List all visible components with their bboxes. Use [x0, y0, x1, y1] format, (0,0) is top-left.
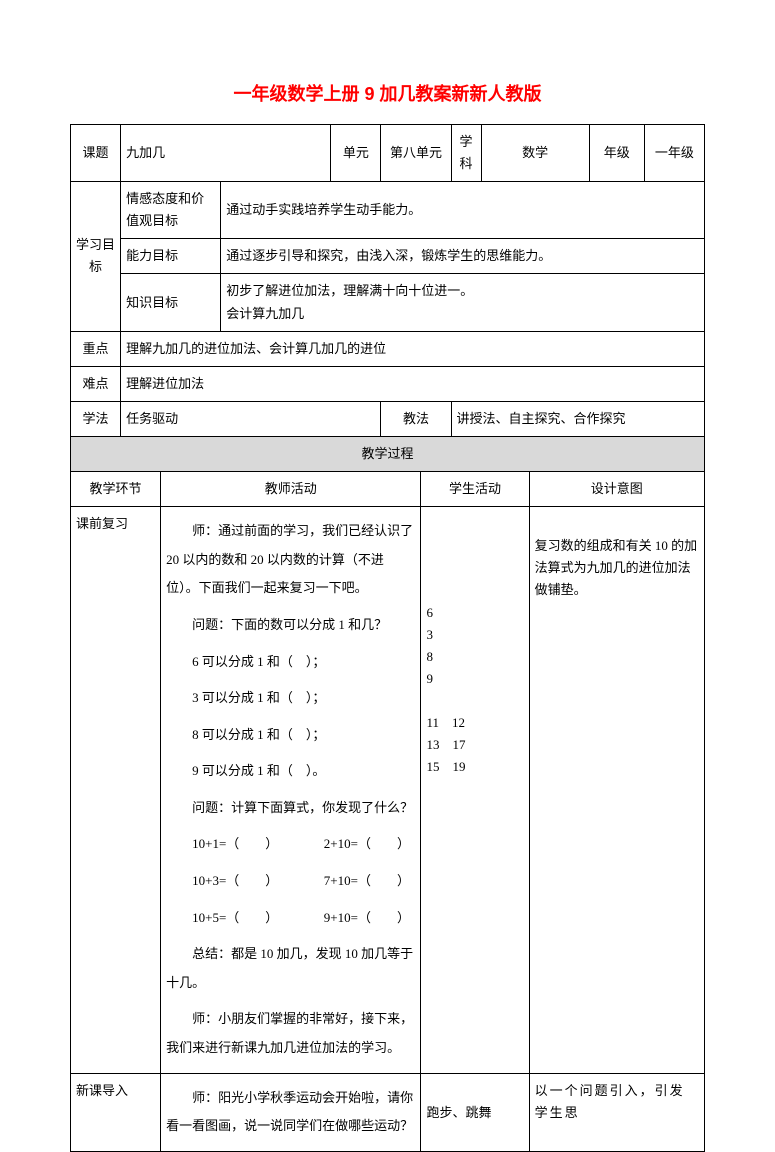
- method-student-value: 任务驱动: [121, 401, 381, 436]
- label-keypoint: 重点: [71, 331, 121, 366]
- p1t1: 师：通过前面的学习，我们已经认识了 20 以内的数和 20 以内数的计算（不进位…: [166, 513, 415, 607]
- p1t9: 10+3=（ ） 7+10=（ ）: [166, 863, 415, 900]
- col-student: 学生活动: [421, 472, 529, 507]
- p1s3: 8: [426, 646, 523, 668]
- p1t8a: 10+1=（ ）: [192, 836, 272, 851]
- phase2-intent: 以一个问题引入，引发学生思: [529, 1073, 704, 1151]
- goal3-content: 初步了解进位加法，理解满十向十位进一。 会计算九加几: [221, 274, 705, 331]
- subject-value: 数学: [481, 125, 589, 182]
- p1s2: 3: [426, 624, 523, 646]
- label-unit: 单元: [331, 125, 381, 182]
- label-method: 学法: [71, 401, 121, 436]
- p2t1: 师：阳光小学秋季运动会开始啦，请你看一看图画，说一说同学们在做哪些运动？: [166, 1080, 415, 1145]
- label-grade: 年级: [589, 125, 644, 182]
- p1t12: 师：小朋友们掌握的非常好，接下来，我们来进行新课九加几进位加法的学习。: [166, 1001, 415, 1066]
- phase2-student: 跑步、跳舞: [421, 1073, 529, 1151]
- method-teach-value: 讲授法、自主探究、合作探究: [451, 401, 705, 436]
- goal2-label: 能力目标: [121, 239, 221, 274]
- p1t8: 10+1=（ ） 2+10=（ ）: [166, 826, 415, 863]
- p1t9b: 7+10=（ ）: [324, 873, 410, 888]
- p1t9a: 10+3=（ ）: [192, 873, 272, 888]
- p1t11: 总结：都是 10 加几，发现 10 加几等于十几。: [166, 936, 415, 1001]
- keypoint-value: 理解九加几的进位加法、会计算几加几的进位: [121, 331, 705, 366]
- label-topic: 课题: [71, 125, 121, 182]
- goal3-label: 知识目标: [121, 274, 221, 331]
- p1t8b: 2+10=（ ）: [324, 836, 410, 851]
- page-title: 一年级数学上册 9 加几教案新新人教版: [70, 80, 705, 106]
- hardpoint-value: 理解进位加法: [121, 366, 705, 401]
- goal2-content: 通过逐步引导和探究，由浅入深，锻炼学生的思维能力。: [221, 239, 705, 274]
- p1s5: 11 12: [426, 712, 523, 734]
- col-intent: 设计意图: [529, 472, 704, 507]
- label-method-teach: 教法: [381, 401, 451, 436]
- grade-value: 一年级: [644, 125, 704, 182]
- p1s6: 13 17: [426, 734, 523, 756]
- goal1-label: 情感态度和价值观目标: [121, 182, 221, 239]
- p1t10a: 10+5=（ ）: [192, 910, 272, 925]
- p1t6: 9 可以分成 1 和（ ）。: [166, 753, 415, 790]
- p1intent: 复习数的组成和有关 10 的加法算式为九加几的进位加法做铺垫。: [535, 538, 698, 597]
- phase2-teacher: 师：阳光小学秋季运动会开始啦，请你看一看图画，说一说同学们在做哪些运动？: [161, 1073, 421, 1151]
- p1s1: 6: [426, 602, 523, 624]
- p1t2: 问题：下面的数可以分成 1 和几？: [166, 607, 415, 644]
- p2s1: 跑步、跳舞: [426, 1102, 523, 1124]
- goal3-line2: 会计算九加几: [226, 306, 304, 321]
- label-hardpoint: 难点: [71, 366, 121, 401]
- topic-value: 九加几: [121, 125, 331, 182]
- p1t7: 问题：计算下面算式，你发现了什么？: [166, 790, 415, 827]
- phase1-teacher: 师：通过前面的学习，我们已经认识了 20 以内的数和 20 以内数的计算（不进位…: [161, 507, 421, 1074]
- p1t4: 3 可以分成 1 和（ ）；: [166, 680, 415, 717]
- col-phase: 教学环节: [71, 472, 161, 507]
- p1t3: 6 可以分成 1 和（ ）；: [166, 644, 415, 681]
- p1t5: 8 可以分成 1 和（ ）；: [166, 717, 415, 754]
- phase1-student: 6 3 8 9 11 12 13 17 15 19: [421, 507, 529, 1074]
- unit-value: 第八单元: [381, 125, 451, 182]
- label-subject: 学科: [451, 125, 481, 182]
- label-goals: 学习目标: [71, 182, 121, 331]
- p1s7: 15 19: [426, 756, 523, 778]
- goal1-content: 通过动手实践培养学生动手能力。: [221, 182, 705, 239]
- phase2-name: 新课导入: [71, 1073, 161, 1151]
- goal3-line1: 初步了解进位加法，理解满十向十位进一。: [226, 283, 473, 298]
- p1s4: 9: [426, 668, 523, 690]
- process-header: 教学过程: [71, 436, 705, 471]
- col-teacher: 教师活动: [161, 472, 421, 507]
- p1t10: 10+5=（ ） 9+10=（ ）: [166, 900, 415, 937]
- phase1-intent: 复习数的组成和有关 10 的加法算式为九加几的进位加法做铺垫。: [529, 507, 704, 1074]
- p1t10b: 9+10=（ ）: [324, 910, 410, 925]
- phase1-name: 课前复习: [71, 507, 161, 1074]
- lesson-plan-table: 课题 九加几 单元 第八单元 学科 数学 年级 一年级 学习目标 情感态度和价值…: [70, 124, 705, 1152]
